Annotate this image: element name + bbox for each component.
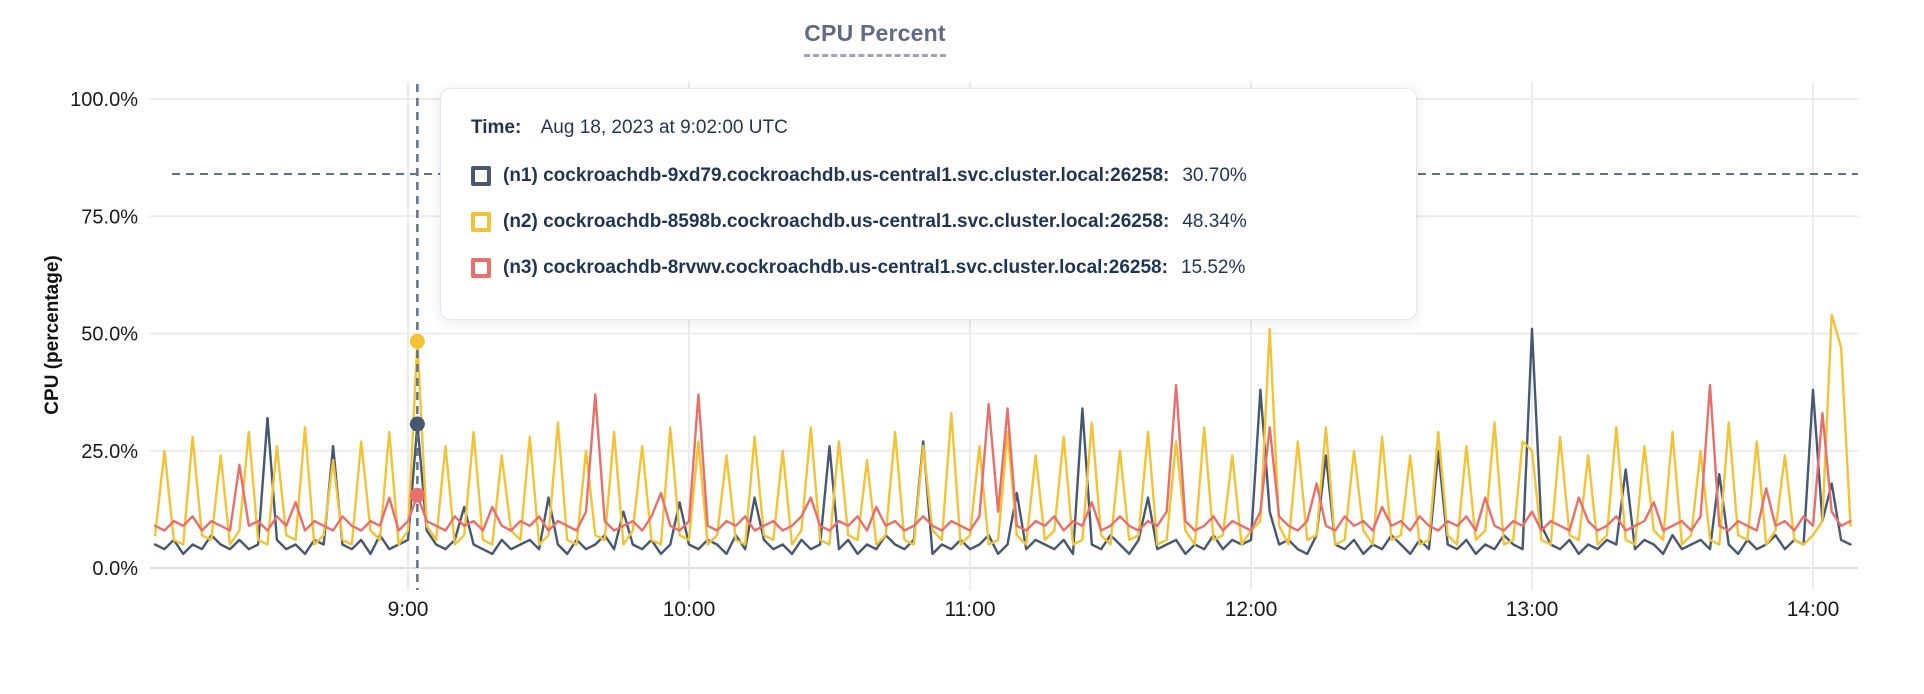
series-value: 15.52% — [1180, 257, 1246, 278]
series-value: 48.34% — [1182, 211, 1247, 232]
series-line-n2 — [153, 313, 1852, 546]
y-tick-label: 25.0% — [81, 441, 138, 463]
x-tick-label: 14:00 — [1787, 598, 1840, 621]
x-tick-label: 10:00 — [663, 598, 716, 621]
x-tick-label: 9:00 — [388, 598, 429, 621]
tooltip-time-value: Aug 18, 2023 at 9:02:00 UTC — [540, 117, 788, 138]
tooltip-series-row-n1: (n1) cockroachdb-9xd79.cockroachdb.us-ce… — [471, 165, 1386, 187]
series-label: (n2) cockroachdb-8598b.cockroachdb.us-ce… — [503, 211, 1170, 232]
series-value: 30.70% — [1182, 165, 1247, 186]
hover-point-n1 — [409, 416, 425, 432]
x-tick-label: 11:00 — [945, 598, 996, 621]
series-swatch-icon — [471, 212, 491, 232]
y-tick-label: 50.0% — [81, 324, 138, 346]
y-tick-label: 100.0% — [70, 89, 138, 111]
series-label: (n3) cockroachdb-8rvwv.cockroachdb.us-ce… — [503, 257, 1168, 278]
series-line-n1 — [153, 327, 1852, 556]
y-tick-label: 0.0% — [92, 558, 138, 580]
series-label: (n1) cockroachdb-9xd79.cockroachdb.us-ce… — [503, 165, 1170, 186]
series-line-n3 — [153, 383, 1852, 532]
hover-point-n2 — [409, 333, 425, 349]
hover-point-n3 — [409, 487, 425, 503]
chart-header: CPU Percent — [0, 20, 1750, 57]
y-tick-label: 75.0% — [81, 206, 138, 228]
series-swatch-icon — [471, 166, 491, 186]
tooltip-time-label: Time: — [471, 117, 522, 138]
y-axis-label: CPU (percentage) — [42, 255, 63, 414]
tooltip-series-row-n3: (n3) cockroachdb-8rvwv.cockroachdb.us-ce… — [471, 257, 1386, 279]
x-tick-label: 13:00 — [1506, 598, 1559, 621]
tooltip-series-list: (n1) cockroachdb-9xd79.cockroachdb.us-ce… — [471, 165, 1386, 279]
hover-tooltip: Time: Aug 18, 2023 at 9:02:00 UTC (n1) c… — [440, 88, 1417, 320]
x-tick-label: 12:00 — [1225, 598, 1278, 621]
series-swatch-icon — [471, 258, 491, 278]
chart-title: CPU Percent — [804, 20, 946, 57]
tooltip-time-row: Time: Aug 18, 2023 at 9:02:00 UTC — [471, 117, 1386, 139]
tooltip-series-row-n2: (n2) cockroachdb-8598b.cockroachdb.us-ce… — [471, 211, 1386, 233]
